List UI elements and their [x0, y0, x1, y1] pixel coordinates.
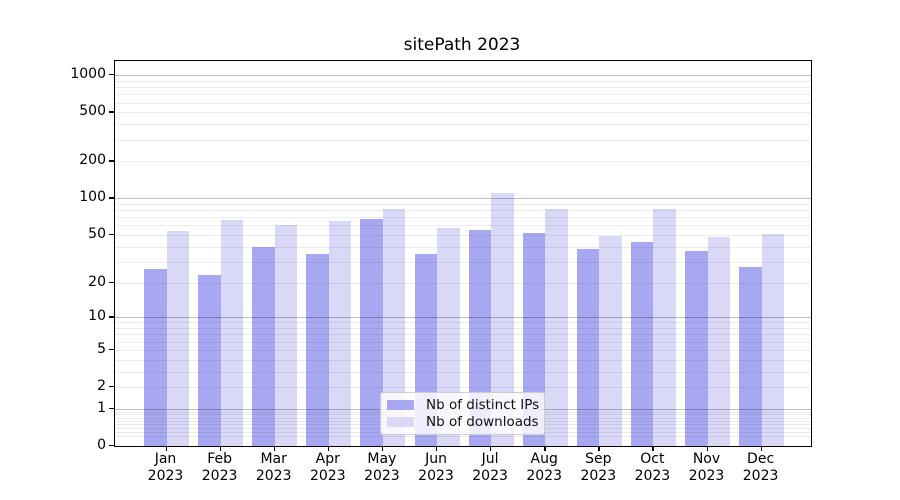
bar-downloads [761, 233, 785, 446]
x-tick-label: Aug 2023 [526, 451, 562, 484]
x-tick-label: Feb 2023 [201, 451, 238, 484]
bars-layer [115, 61, 811, 446]
bar-distinct-ips [685, 250, 708, 446]
bar-distinct-ips [306, 253, 329, 446]
x-tick-label: Jan 2023 [147, 451, 184, 484]
legend-swatch [387, 400, 414, 410]
x-tick-mark [598, 446, 600, 451]
bar-downloads [545, 209, 568, 446]
x-tick-mark [436, 446, 438, 451]
y-tick-mark [109, 281, 114, 283]
y-tick-mark [109, 386, 114, 388]
y-tick-label: 20 [88, 273, 106, 290]
x-tick-mark [490, 446, 492, 451]
bar-distinct-ips [630, 241, 654, 446]
bar-downloads [653, 209, 676, 446]
x-tick-label: May 2023 [364, 451, 400, 484]
bar-distinct-ips [198, 275, 221, 446]
y-tick-label: 200 [79, 152, 106, 169]
legend-label: Nb of distinct IPs [426, 397, 540, 413]
y-tick-mark [109, 74, 114, 76]
y-tick-label: 1 [97, 399, 106, 416]
legend: Nb of distinct IPs Nb of downloads [380, 392, 545, 435]
x-tick-mark [165, 446, 167, 451]
x-tick-label: Jun 2023 [418, 451, 454, 484]
bar-downloads [437, 228, 460, 446]
y-tick-label: 1000 [70, 66, 106, 83]
y-tick-mark [109, 197, 114, 199]
bar-distinct-ips [468, 229, 492, 446]
x-tick-mark [544, 446, 546, 451]
y-tick-label: 2 [97, 378, 106, 395]
x-tick-label: Nov 2023 [688, 451, 725, 484]
x-tick-mark [706, 446, 708, 451]
bar-downloads [707, 237, 730, 446]
y-tick-mark [109, 160, 114, 162]
bar-downloads [328, 221, 352, 446]
x-tick-label: Jul 2023 [472, 451, 508, 484]
x-tick-mark [327, 446, 330, 451]
legend-label: Nb of downloads [426, 414, 539, 430]
bar-downloads [599, 236, 622, 446]
y-tick-mark [109, 111, 114, 113]
bar-downloads [382, 209, 406, 446]
y-tick-label: 100 [79, 189, 106, 206]
y-tick-label: 5 [97, 340, 106, 357]
bar-downloads [491, 193, 514, 446]
bar-downloads [274, 225, 298, 446]
legend-entry: Nb of downloads [387, 414, 539, 430]
x-tick-mark [381, 446, 384, 451]
y-tick-mark [109, 407, 114, 410]
bar-distinct-ips [252, 246, 275, 446]
y-tick-mark [109, 348, 114, 351]
y-tick-mark [109, 316, 114, 318]
x-tick-label: Dec 2023 [742, 451, 779, 484]
chart-title: sitePath 2023 [403, 35, 521, 55]
y-tick-label: 10 [88, 308, 106, 325]
x-tick-label: Apr 2023 [309, 451, 346, 484]
x-tick-label: Oct 2023 [634, 451, 671, 484]
bar-distinct-ips [576, 249, 600, 446]
x-tick-mark [760, 446, 762, 451]
x-tick-mark [273, 446, 276, 451]
bar-distinct-ips [144, 269, 167, 446]
bar-downloads [220, 220, 244, 446]
y-tick-label: 0 [97, 437, 106, 453]
legend-entry: Nb of distinct IPs [387, 397, 540, 413]
x-tick-label: Mar 2023 [255, 451, 292, 484]
bar-distinct-ips [360, 218, 383, 446]
y-tick-label: 500 [79, 103, 106, 120]
y-tick-label: 50 [88, 225, 106, 242]
x-tick-mark [219, 446, 221, 451]
y-tick-mark [109, 233, 114, 236]
x-tick-label: Sep 2023 [580, 451, 617, 484]
bar-distinct-ips [739, 267, 762, 446]
y-tick-mark [109, 445, 114, 447]
legend-swatch [387, 417, 414, 427]
x-tick-mark [652, 446, 654, 451]
bar-downloads [166, 230, 189, 446]
plot-area: Nb of distinct IPs Nb of downloads [114, 60, 812, 447]
